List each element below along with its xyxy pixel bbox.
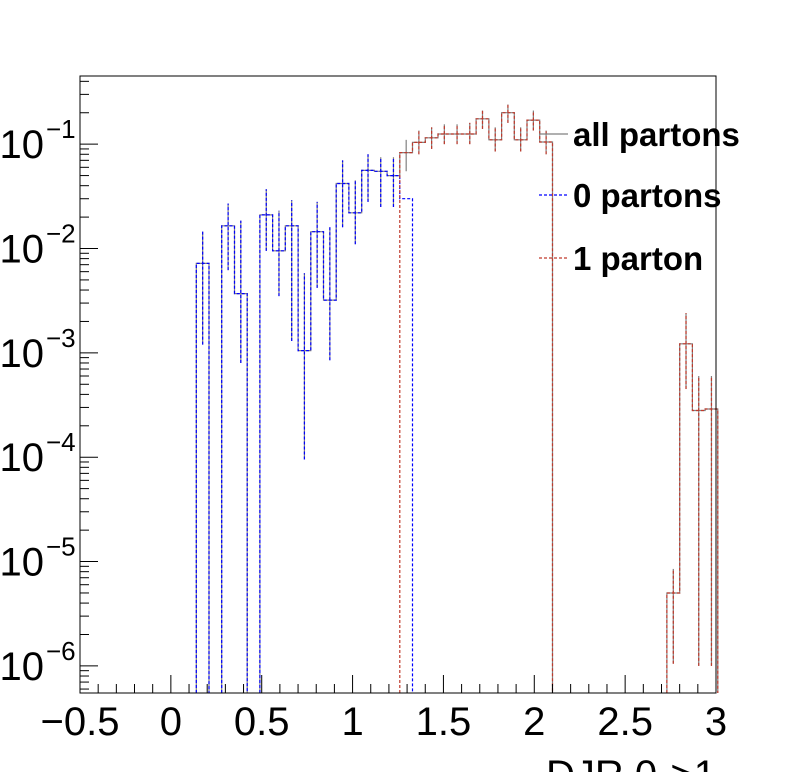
- x-tick-label: 2: [523, 700, 545, 744]
- x-tick-label: 1: [341, 700, 363, 744]
- y-tick-label: 10: [0, 645, 44, 689]
- legend: all partons 0 partons 1 parton: [539, 116, 740, 277]
- x-tick-label: 2.5: [597, 700, 653, 744]
- y-tick-label: 10: [0, 541, 44, 585]
- x-tick-label: 1.5: [416, 700, 472, 744]
- series-1-parton: [399, 104, 719, 693]
- series-layer: [195, 104, 719, 693]
- y-tick-label: 10: [0, 228, 44, 272]
- y-tick-label: 10: [0, 332, 44, 376]
- x-tick-label: 0: [160, 700, 182, 744]
- x-tick-label: 0.5: [234, 700, 290, 744]
- legend-label: 0 partons: [573, 177, 722, 214]
- plot-frame: [79, 75, 717, 694]
- x-tick-label: 3: [705, 700, 727, 744]
- series-0-partons: [195, 154, 414, 693]
- x-tick-label: −0.5: [41, 700, 120, 744]
- y-tick-label: 10: [0, 436, 44, 480]
- y-tick-label: 10: [0, 123, 44, 167]
- legend-label: all partons: [573, 116, 740, 153]
- legend-label: 1 parton: [573, 240, 703, 277]
- legend-item-0-partons: 0 partons: [539, 177, 722, 214]
- y-tick-exponent: −1: [46, 114, 76, 144]
- legend-item-1-parton: 1 parton: [539, 240, 703, 277]
- y-tick-exponent: −2: [46, 219, 76, 249]
- legend-item-all-partons: all partons: [539, 116, 740, 153]
- y-tick-exponent: −3: [46, 323, 76, 353]
- y-tick-exponent: −5: [46, 532, 76, 562]
- axes-layer: −0.5 0 0.5 1 1.5 2 2.5 310−610−510−410−310 −210−…: [0, 75, 727, 744]
- y-tick-exponent: −6: [46, 636, 76, 666]
- y-tick-exponent: −4: [46, 427, 76, 457]
- x-axis-title: DJR 0->1: [546, 753, 716, 772]
